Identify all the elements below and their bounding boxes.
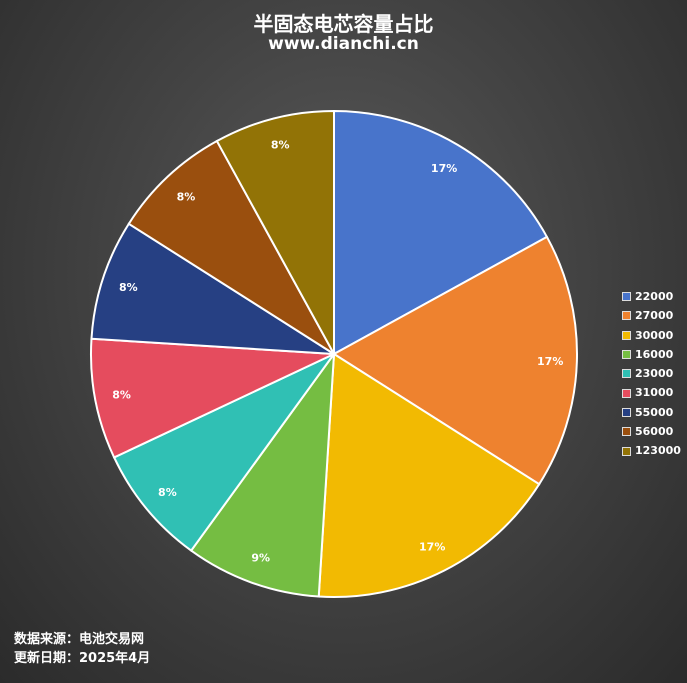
- pie-slice-27000: [332, 235, 578, 486]
- update-date: 更新日期：2025年4月: [14, 651, 151, 666]
- legend-swatch: [622, 388, 631, 398]
- legend-swatch: [622, 427, 631, 437]
- data-label-123000: 8%: [271, 139, 290, 152]
- legend-label: 16000: [635, 347, 674, 361]
- data-label-23000: 8%: [158, 486, 177, 499]
- pie-slice-56000: [127, 139, 335, 355]
- legend-item-27000: 27000: [622, 306, 681, 325]
- legend-label: 22000: [635, 290, 674, 303]
- legend-label: 23000: [635, 367, 674, 381]
- legend-label: 55000: [635, 405, 674, 419]
- pie-slice-23000: [112, 353, 335, 552]
- legend-item-23000: 23000: [622, 364, 681, 383]
- legend-label: 27000: [635, 309, 674, 323]
- data-label-56000: 8%: [177, 190, 196, 203]
- legend-swatch: [622, 311, 631, 321]
- data-label-22000: 17%: [431, 162, 457, 175]
- chart-title: 半固态电芯容量占比: [253, 12, 434, 36]
- legend-item-22000: 22000: [622, 287, 681, 306]
- legend-item-16000: 16000: [622, 345, 681, 364]
- legend-label: 56000: [635, 425, 674, 439]
- data-label-30000: 17%: [419, 541, 445, 554]
- legend-swatch: [622, 350, 631, 360]
- legend-label: 30000: [635, 328, 674, 342]
- data-label-27000: 17%: [537, 355, 563, 368]
- legend-item-30000: 30000: [622, 326, 681, 345]
- legend-swatch: [622, 369, 631, 379]
- chart-legend: 22000 27000 30000 16000 23000 31000 55000 56000…: [622, 287, 681, 461]
- legend-label: 123000: [635, 444, 681, 458]
- pie-slice-55000: [90, 222, 335, 355]
- pie-slice-16000: [189, 350, 336, 598]
- data-source: 数据来源：电池交易网: [14, 632, 145, 647]
- legend-item-123000: 123000: [622, 441, 681, 460]
- legend-swatch: [622, 407, 631, 417]
- data-label-31000: 8%: [112, 389, 131, 402]
- pie-slice-30000: [317, 352, 541, 598]
- pie-slice-123000: [215, 109, 335, 355]
- legend-label: 31000: [635, 386, 674, 400]
- legend-item-55000: 55000: [622, 403, 681, 422]
- legend-swatch: [622, 330, 631, 340]
- legend-item-56000: 56000: [622, 422, 681, 441]
- legend-swatch: [622, 446, 631, 456]
- data-label-16000: 9%: [251, 552, 270, 565]
- chart-subtitle: www.dianchi.cn: [268, 34, 419, 54]
- legend-swatch: [622, 292, 631, 302]
- footer: 数据来源：电池交易网 更新日期：2025年4月: [14, 630, 150, 668]
- data-label-55000: 8%: [119, 281, 138, 294]
- pie-slice-22000: [333, 109, 549, 356]
- pie-slice-31000: [90, 337, 335, 459]
- legend-item-31000: 31000: [622, 383, 681, 402]
